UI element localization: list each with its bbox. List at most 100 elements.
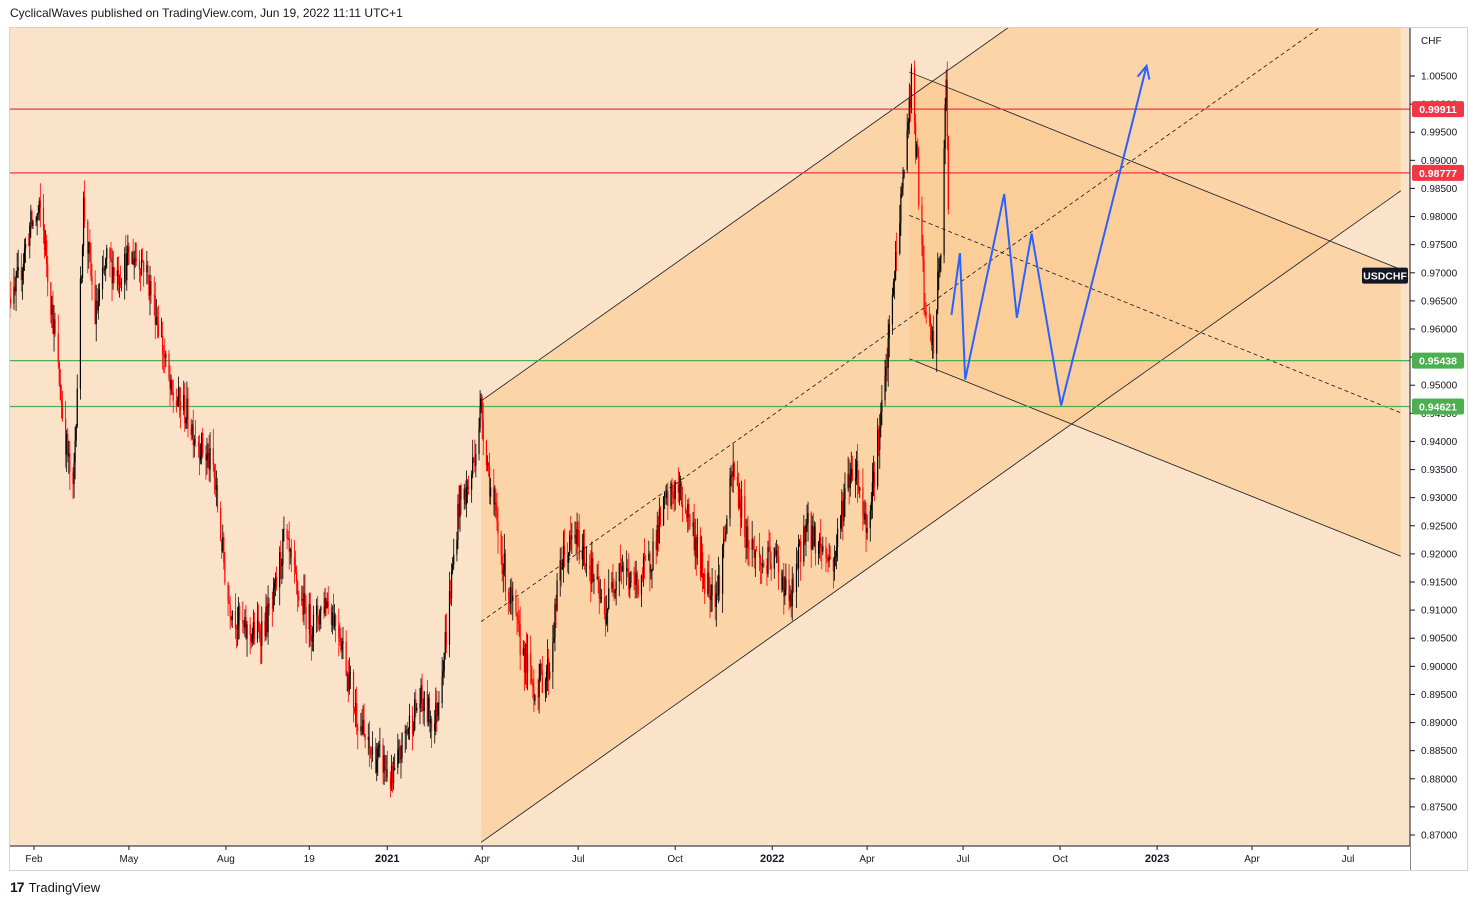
candle-body-611 [902, 177, 904, 189]
candle-body-624 [922, 244, 924, 260]
candle-body-362 [534, 695, 536, 701]
candle-body-305 [451, 571, 453, 599]
price-tick-label: 0.89500 [1421, 690, 1458, 701]
candle-body-319 [472, 457, 474, 475]
price-tick-label: 0.96000 [1421, 325, 1458, 336]
candle-body-238 [352, 672, 355, 708]
candle-body-415 [613, 592, 615, 594]
candle-body-459 [678, 485, 680, 493]
candle-body-442 [652, 541, 654, 570]
price-tick-label: 0.99500 [1421, 128, 1458, 139]
candle-body-32 [47, 264, 49, 283]
candle-body-143 [212, 448, 214, 465]
candle-body-592 [873, 471, 876, 487]
candle-body-409 [604, 613, 607, 624]
candle-body-195 [288, 537, 290, 552]
candle-body-562 [829, 556, 831, 560]
candle-body-543 [803, 526, 805, 562]
candle-body-46 [68, 453, 70, 457]
candle-body-396 [584, 564, 587, 566]
candle-body-470 [694, 537, 696, 551]
price-tick-label: 0.98500 [1421, 184, 1458, 195]
candle-body-598 [884, 375, 886, 401]
candle-body-392 [578, 530, 580, 560]
candle-body-321 [474, 458, 476, 466]
candle-body-216 [319, 611, 321, 625]
candle-body-124 [184, 395, 186, 424]
candle-body-204 [302, 599, 304, 615]
candle-body-141 [208, 453, 210, 470]
candle-body-77 [113, 267, 115, 277]
candle-body-146 [215, 485, 218, 490]
candle-body-541 [799, 541, 801, 544]
candle-body-119 [176, 404, 179, 406]
candle-body-635 [938, 270, 940, 272]
candle-body-72 [106, 248, 108, 259]
candle-body-65 [96, 300, 98, 311]
candle-body-631 [931, 330, 934, 345]
candle-body-144 [213, 464, 215, 478]
candle-body-357 [526, 653, 529, 673]
currency-label: CHF [1421, 36, 1442, 47]
candle-body-267 [394, 767, 396, 771]
price-chart[interactable]: CHF 0.87000 0.87500 0.88000 0.88500 0.89000 0… [10, 28, 1468, 871]
candle-body-440 [650, 571, 652, 573]
candle-body-530 [783, 576, 785, 597]
candle-body-172 [253, 622, 256, 639]
candle-body-458 [677, 482, 679, 493]
candle-body-337 [497, 521, 499, 534]
candle-body-199 [294, 565, 297, 573]
candle-body-626 [924, 310, 926, 312]
candle-body-502 [741, 496, 743, 518]
candle-body-462 [681, 504, 684, 508]
price-tick-label: 0.89000 [1421, 718, 1458, 729]
level-badge-1 [1412, 164, 1464, 181]
chart-panel[interactable]: CHF 0.87000 0.87500 0.88000 0.88500 0.89000 0… [9, 27, 1468, 871]
candle-body-49 [73, 462, 75, 485]
price-axis-panel [1410, 28, 1467, 870]
candle-body-370 [546, 658, 549, 673]
candle-body-248 [367, 736, 369, 740]
candle-body-104 [154, 296, 156, 325]
level-badge-0 [1412, 101, 1464, 118]
candle-body-296 [437, 703, 439, 716]
candle-body-603 [891, 294, 894, 325]
candle-body-318 [471, 474, 473, 490]
candle-body-638 [943, 148, 945, 256]
candle-body-67 [98, 289, 100, 302]
candle-body-511 [754, 550, 756, 558]
candle-body-599 [885, 366, 887, 376]
candle-body-560 [827, 559, 829, 561]
candle-body-41 [60, 399, 63, 405]
price-tick-label: 0.98000 [1421, 212, 1458, 223]
candle-body-544 [804, 526, 806, 542]
candle-body-380 [561, 566, 563, 570]
candle-body-164 [243, 623, 245, 628]
candle-body-617 [910, 67, 913, 108]
candle-body-524 [774, 547, 776, 556]
candle-body-328 [485, 440, 488, 466]
time-tick-label: Jul [957, 854, 970, 865]
candle-body-358 [530, 653, 532, 667]
candle-body-25 [37, 212, 39, 215]
candle-body-7 [10, 299, 12, 304]
candle-body-620 [916, 144, 918, 157]
candle-body-614 [907, 122, 909, 130]
candle-body-329 [486, 462, 489, 466]
candle-body-150 [222, 537, 224, 552]
candle-body-138 [205, 453, 207, 461]
candle-body-128 [190, 428, 192, 435]
candle-body-393 [581, 550, 583, 560]
candle-body-18 [28, 243, 30, 246]
candle-body-181 [267, 603, 269, 633]
candle-body-310 [458, 503, 460, 518]
candle-body-547 [807, 512, 809, 524]
candle-body-222 [327, 601, 329, 608]
price-tick-label: 0.87500 [1421, 802, 1458, 813]
candle-body-388 [574, 535, 576, 538]
candle-body-460 [679, 484, 682, 486]
candle-body-188 [279, 551, 281, 588]
candle-body-344 [509, 596, 511, 604]
candle-body-379 [560, 560, 562, 570]
price-tick-label: 0.97500 [1421, 240, 1458, 251]
